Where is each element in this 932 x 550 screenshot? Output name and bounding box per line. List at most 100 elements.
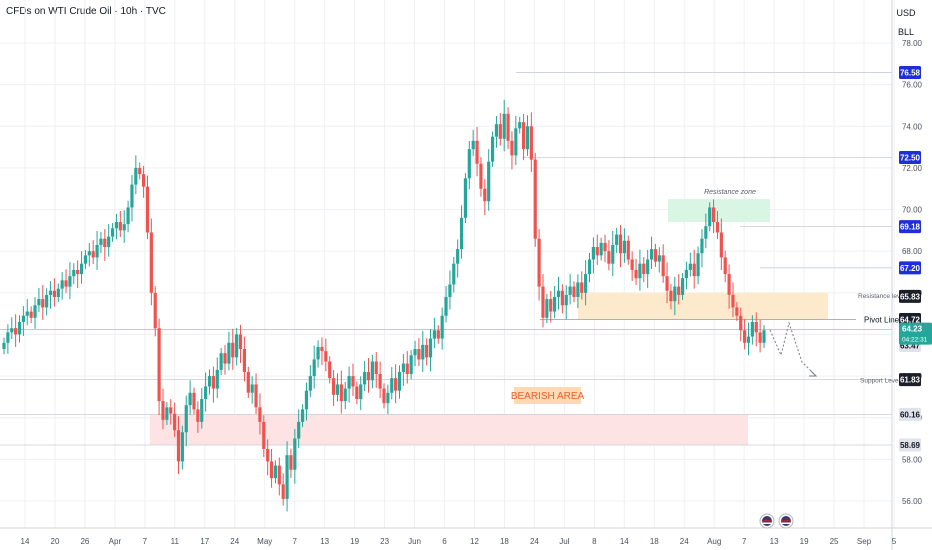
candle-body [370,361,374,381]
candle-body [297,421,301,439]
candle-body [599,242,603,256]
candle-body [448,284,452,297]
candle-body [642,263,646,275]
price-tag-69.18[interactable] [899,220,921,234]
price-tag-72.50[interactable] [899,151,921,164]
candle-body [153,292,157,329]
candle-body [235,334,239,358]
candle-body [269,461,274,479]
bearish-zone [150,414,748,445]
candle-body [425,344,429,358]
candle-body [421,344,425,360]
candle-body [33,305,37,318]
candle-body [715,222,720,233]
candle-body [611,244,615,264]
x-tick-label: 7 [292,537,297,546]
candle-body [173,413,177,431]
candle-body [103,238,107,248]
candle-body [130,184,134,208]
candle-body [545,299,549,318]
candle-body [219,353,223,370]
candle-body [293,438,297,470]
annotations: Resistance zone Resistance level Pivot Lin… [511,189,906,404]
candle-body [428,338,433,358]
projection-path [769,321,817,377]
candle-body [2,342,6,350]
candle-body [289,455,293,470]
candle-body [366,371,371,381]
candle-body [281,484,285,499]
flag-stripe [781,520,791,522]
candle-body [483,188,487,202]
candle-body [25,311,29,316]
candle-body [37,299,41,306]
candle-body [141,174,146,187]
price-tag-67.20[interactable] [899,261,921,275]
resistance-zone-label: Resistance zone [704,189,756,196]
x-tick-label: 12 [470,537,479,546]
candle-body [64,280,68,287]
price-tag-60.16[interactable] [899,407,921,421]
candle-body [587,259,592,275]
quantity-unit[interactable]: BLL [897,27,914,37]
candle-body [10,328,14,333]
price-tag-76.58[interactable] [899,66,921,80]
flag-stripe [762,520,772,522]
candle-body [436,330,440,339]
candle-body [556,290,561,297]
candle-body [413,349,417,356]
resistance-level-label: Resistance level [858,293,906,300]
candle-body [48,290,53,295]
x-tick-label: 14 [620,537,629,546]
candle-body [87,251,91,256]
price-tag-58.69[interactable] [899,438,921,452]
candle-body [646,259,650,275]
candle-body [331,378,336,395]
price-axis[interactable]: 78.0076.0074.0072.0070.0068.0066.0064.00… [891,0,932,550]
candle-body [487,161,491,202]
currency-unit[interactable]: USD [896,8,916,18]
y-tick-label: 74.00 [902,122,923,131]
pivot-line-label: Pivot Line [864,315,900,324]
price-tag-61.83[interactable] [899,373,921,387]
candle-body [21,315,25,322]
price-tag-65.83[interactable] [899,289,921,303]
projection-arrowhead [809,370,818,377]
event-icons[interactable] [759,513,794,529]
candle-body [397,371,402,391]
candle-body [630,259,634,270]
time-axis[interactable]: 14 20 26 Apr 7 11 17 24 May 7 13 19 23 Jun 6 12 18 24 Jul 8… [0,527,932,546]
support-level-label: Support Level [860,378,901,385]
candle-body [595,247,599,256]
candle-body [215,369,219,389]
bearish-area-label: BEARISH AREA [511,391,585,402]
candle-body [456,249,460,264]
candle-body [475,140,479,164]
candle-body [584,274,588,293]
price-tag-text: 76.58 [900,69,921,78]
candle-body [176,430,181,462]
candle-body [680,278,685,295]
candle-body [207,376,212,387]
x-tick-label: 19 [350,537,359,546]
candle-body [347,376,351,389]
candle-body [262,421,266,449]
price-tag-text: 58.69 [900,441,921,450]
candle-body [471,140,475,150]
last-price-tag[interactable] [899,322,932,345]
price-tag-text: 72.50 [900,154,921,163]
candle-body [52,290,57,297]
x-tick-label: 25 [830,537,839,546]
candle-body [723,257,727,275]
bearish-area-badge [514,387,581,404]
candle-body [696,253,700,277]
candle-body [506,113,510,141]
candle-body [95,244,99,258]
candle-body [107,236,111,248]
candle-body [750,321,754,337]
candle-body [549,299,553,312]
y-tick-label: 72.00 [902,164,923,173]
grid [0,0,895,528]
candle-body [409,355,413,375]
